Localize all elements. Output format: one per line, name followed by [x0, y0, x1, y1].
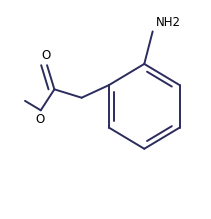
Text: O: O: [41, 49, 51, 62]
Text: NH2: NH2: [156, 16, 181, 29]
Text: O: O: [35, 113, 44, 126]
